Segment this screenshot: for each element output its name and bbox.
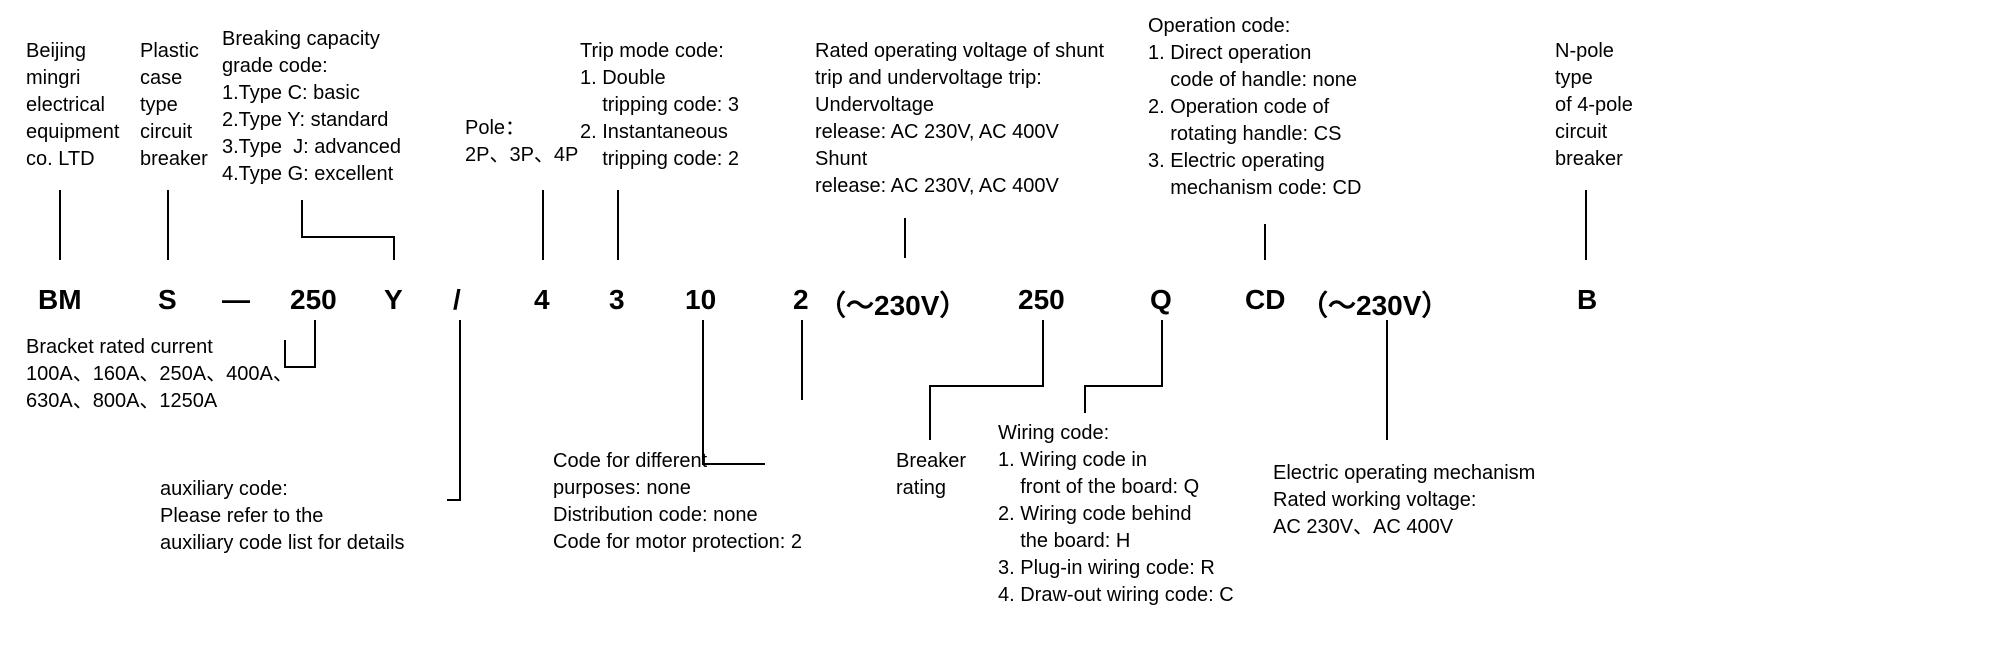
desc-d_purpose: Code for different purposes: none Distri…: [553, 448, 802, 556]
desc-d_s: Plastic case type circuit breaker: [140, 38, 208, 173]
code-token-v230b: （～230V）: [1300, 284, 1449, 324]
desc-d_electr: Electric operating mechanism Rated worki…: [1273, 460, 1535, 541]
desc-d_shunt: Rated operating voltage of shunt trip an…: [815, 38, 1104, 200]
desc-d_wiring: Wiring code: 1. Wiring code in front of …: [998, 420, 1234, 609]
desc-d_bracket: Bracket rated current 100A、160A、250A、400…: [26, 334, 293, 415]
desc-d_trip: Trip mode code: 1. Double tripping code:…: [580, 38, 739, 173]
desc-d_grade: Breaking capacity grade code: 1.Type C: …: [222, 26, 401, 188]
code-token-CD: CD: [1245, 284, 1285, 316]
code-token-r250: 250: [1018, 284, 1065, 316]
code-token-f250: 250: [290, 284, 337, 316]
code-token-B: B: [1577, 284, 1597, 316]
code-token-v2: 2: [793, 284, 809, 316]
desc-d_npole: N-pole type of 4-pole circuit breaker: [1555, 38, 1633, 173]
code-token-bm: BM: [38, 284, 82, 316]
desc-d_aux: auxiliary code: Please refer to the auxi…: [160, 476, 405, 557]
desc-d_bm: Beijing mingri electrical equipment co. …: [26, 38, 119, 173]
desc-d_brating: Breaker rating: [896, 448, 966, 502]
code-token-slash: /: [453, 284, 461, 316]
desc-d_op: Operation code: 1. Direct operation code…: [1148, 13, 1361, 202]
model-code-diagram: BM S — 250 Y / 4 3 10 2 （～230V） 250 Q CD （～230V） B Beiji…: [0, 0, 2000, 647]
code-token-p4: 4: [534, 284, 550, 316]
desc-d_pole: Pole： 2P、3P、4P: [465, 115, 578, 169]
code-token-t3: 3: [609, 284, 625, 316]
code-token-v230a: （～230V）: [818, 284, 967, 324]
code-token-Q: Q: [1150, 284, 1172, 316]
code-token-dash: —: [222, 284, 250, 316]
code-token-s: S: [158, 284, 177, 316]
code-token-c10: 10: [685, 284, 716, 316]
code-token-Y: Y: [384, 284, 403, 316]
